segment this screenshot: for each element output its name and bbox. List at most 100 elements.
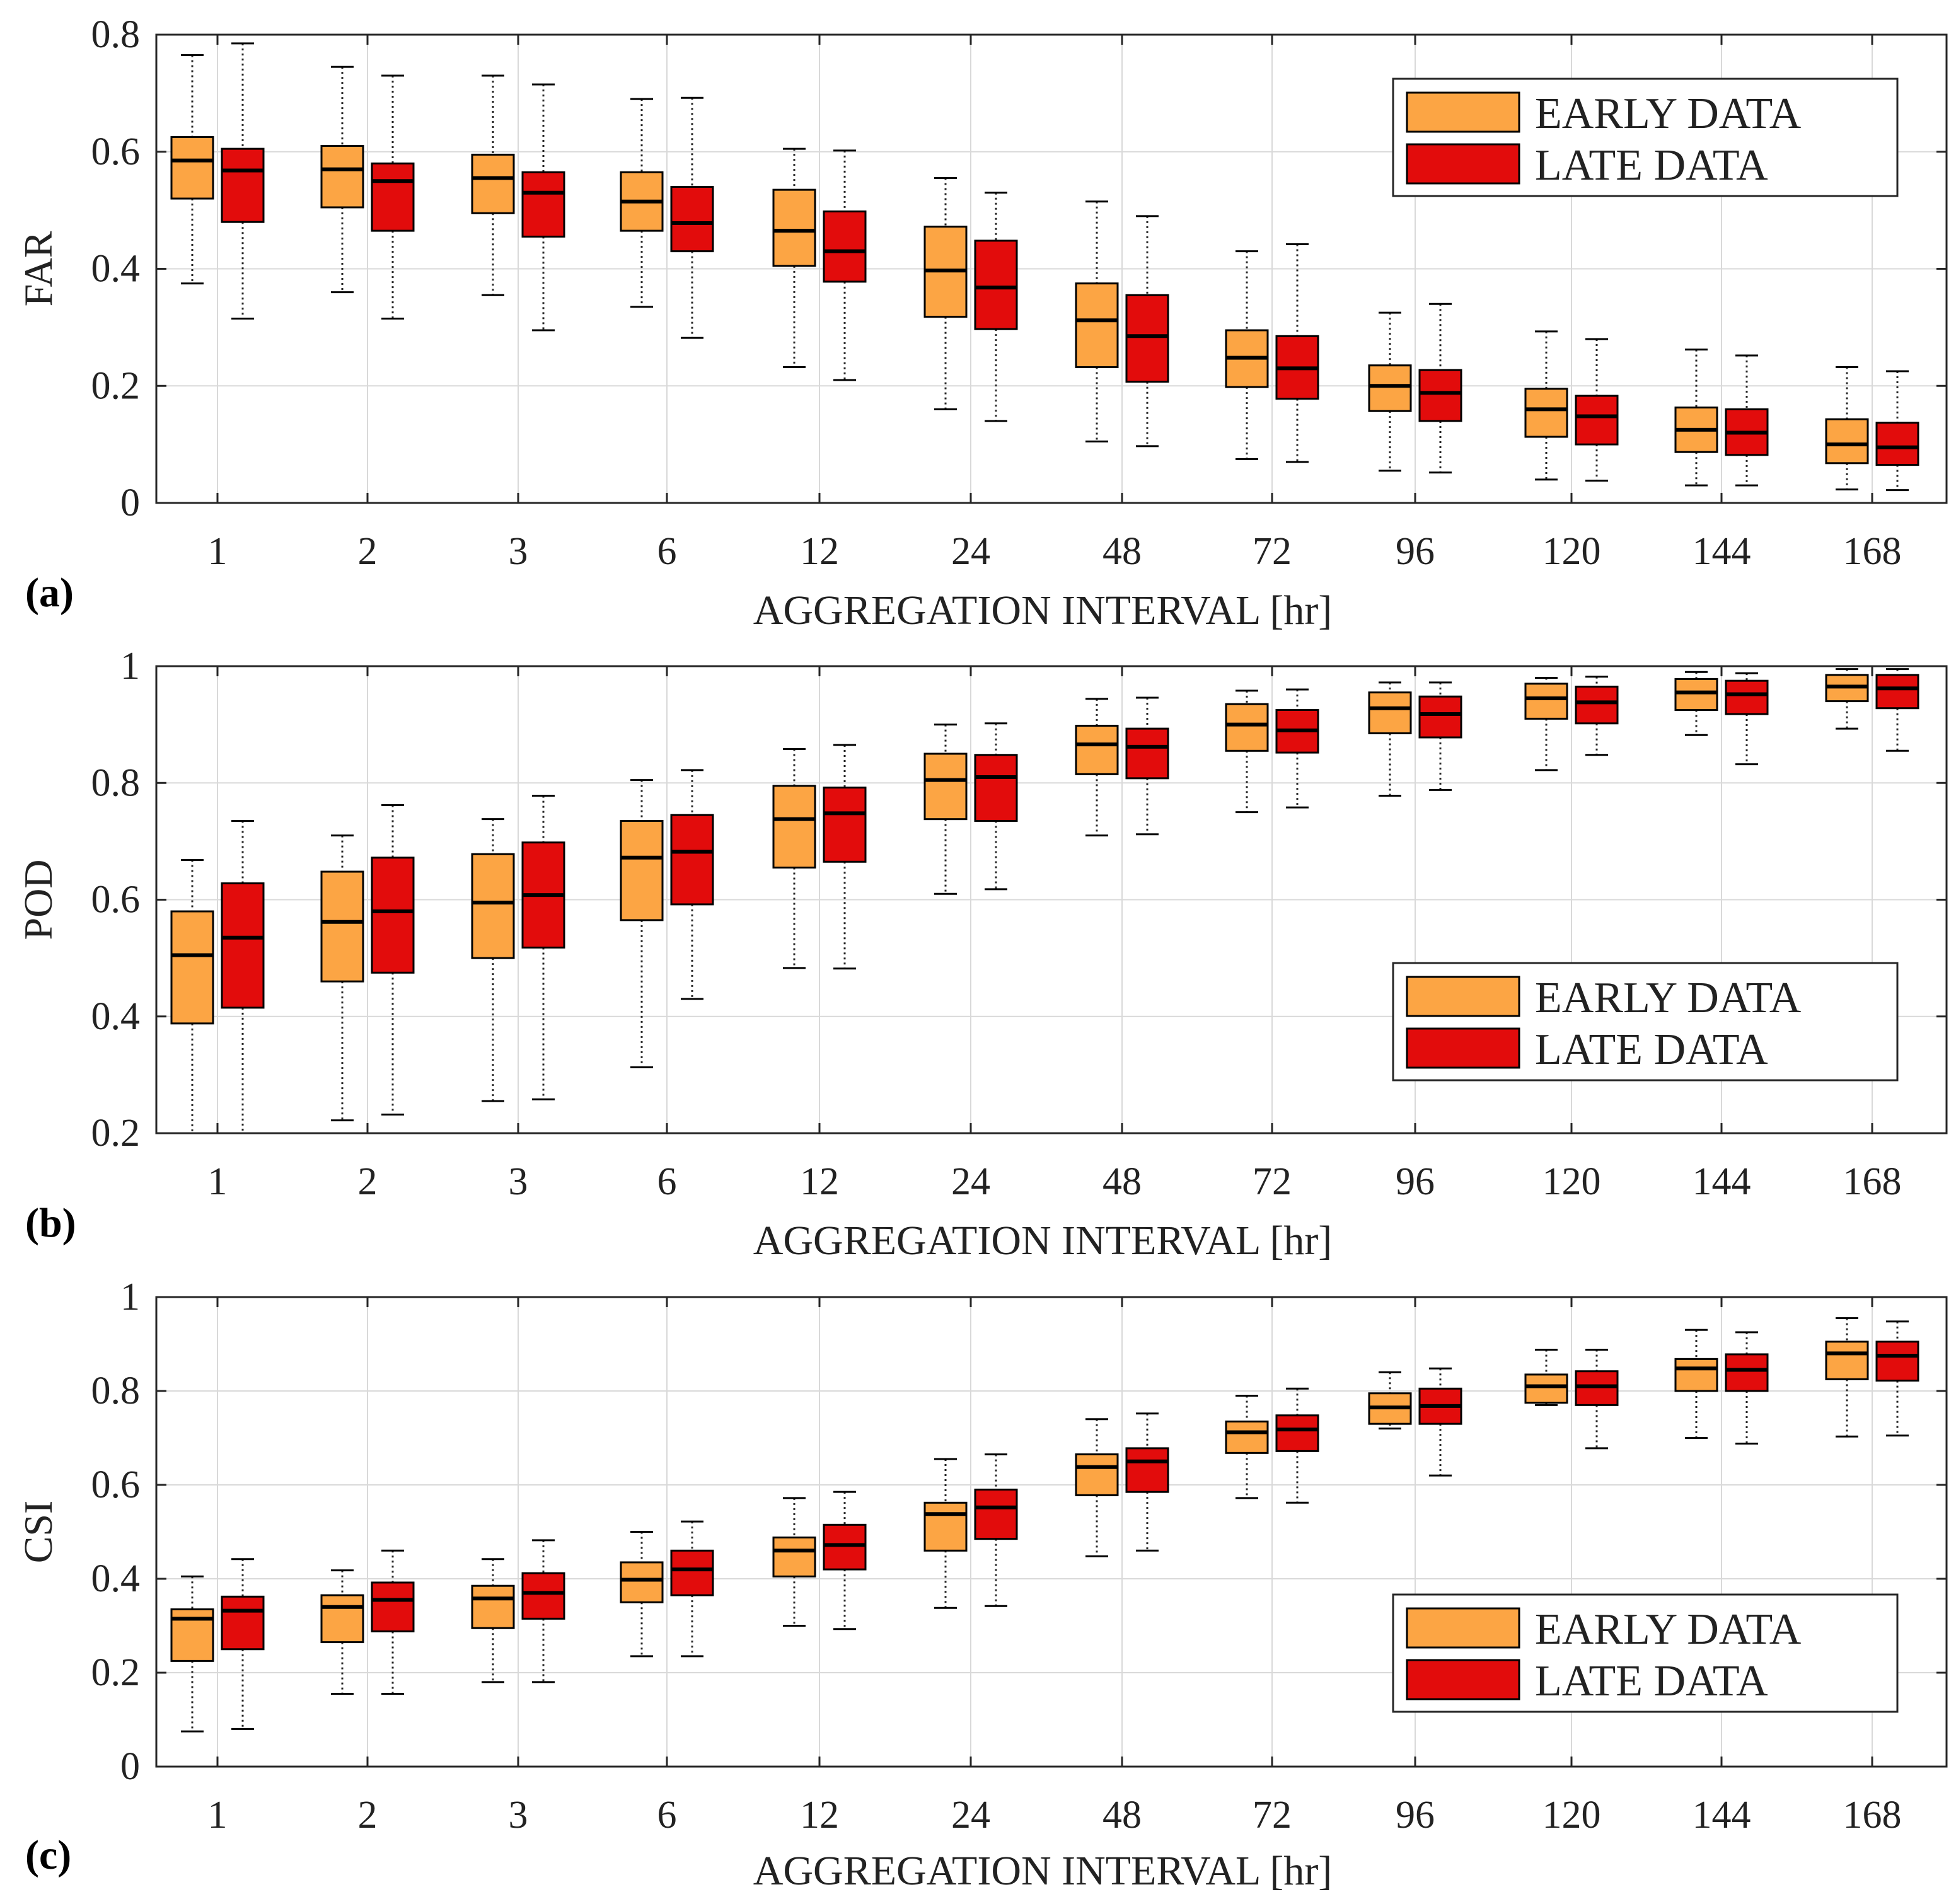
- box-iqr: [1674, 1358, 1718, 1392]
- box-early-168: [1825, 668, 1869, 730]
- box-iqr: [1275, 1414, 1319, 1452]
- panel-b-pod-chart: 0.20.40.60.811 2 3 6 12 24 48 72 96 120 144 168AGGR…: [16, 645, 1948, 1264]
- box-early-1: [170, 1575, 214, 1733]
- x-tick-label: 96: [1396, 530, 1435, 573]
- box-early-6: [620, 98, 664, 308]
- box-iqr: [1674, 678, 1718, 711]
- box-iqr: [1225, 703, 1269, 752]
- box-early-24: [923, 1458, 968, 1609]
- x-tick-label: 12: [800, 1160, 839, 1203]
- y-axis-title: CSI: [16, 1501, 61, 1564]
- box-late-120: [1575, 338, 1619, 482]
- y-tick-label: 0.6: [91, 1463, 141, 1506]
- box-early-144: [1674, 349, 1718, 487]
- box-early-144: [1674, 1329, 1718, 1439]
- box-late-168: [1875, 370, 1919, 492]
- x-tick-label: 168: [1843, 1160, 1902, 1203]
- x-tick-label: 120: [1542, 1160, 1601, 1203]
- x-tick-label: 3: [509, 1160, 528, 1203]
- panel-a-far-chart: 00.20.40.60.81 2 3 6 12 24 48 72 96 120 144 168AGGR…: [16, 13, 1948, 633]
- legend-label: EARLY DATA: [1535, 974, 1802, 1022]
- box-late-6: [670, 1520, 714, 1658]
- box-iqr: [371, 1581, 415, 1632]
- x-tick-label: 1: [208, 530, 228, 573]
- x-tick-label: 6: [657, 530, 677, 573]
- box-early-72: [1225, 1394, 1269, 1499]
- x-tick-label: 24: [951, 530, 990, 573]
- box-early-120: [1524, 1348, 1568, 1406]
- box-late-48: [1125, 696, 1169, 836]
- box-early-72: [1225, 689, 1269, 814]
- box-late-24: [974, 1453, 1018, 1607]
- box-iqr: [974, 754, 1018, 822]
- x-tick-label: 2: [358, 1794, 378, 1837]
- x-axis-title: AGGREGATION INTERVAL [hr]: [753, 587, 1333, 633]
- x-tick-label: 144: [1693, 1794, 1751, 1837]
- box-iqr: [772, 1536, 816, 1578]
- box-iqr: [471, 1584, 515, 1629]
- box-iqr: [1125, 1447, 1169, 1493]
- box-early-3: [471, 1558, 515, 1683]
- x-tick-label: 48: [1102, 1794, 1142, 1837]
- x-tick-label: 24: [951, 1794, 990, 1837]
- panel-label: (c): [25, 1832, 71, 1878]
- box-early-120: [1524, 330, 1568, 481]
- box-late-120: [1575, 1348, 1619, 1450]
- box-iqr: [923, 753, 968, 821]
- x-axis-title: AGGREGATION INTERVAL [hr]: [753, 1218, 1333, 1264]
- x-tick-label: 2: [358, 530, 378, 573]
- box-iqr: [1875, 1341, 1919, 1382]
- box-iqr: [1875, 674, 1919, 710]
- box-late-144: [1725, 1331, 1769, 1445]
- box-late-3: [521, 83, 565, 332]
- box-early-12: [772, 1497, 816, 1627]
- x-tick-label: 144: [1693, 530, 1751, 573]
- box-iqr: [371, 162, 415, 232]
- legend-label: EARLY DATA: [1535, 1605, 1802, 1654]
- box-early-24: [923, 724, 968, 895]
- legend-swatch-early: [1406, 1607, 1520, 1649]
- x-tick-label: 6: [657, 1794, 677, 1837]
- box-late-144: [1725, 672, 1769, 766]
- box-iqr: [772, 188, 816, 267]
- box-early-1: [170, 54, 214, 285]
- box-early-48: [1075, 200, 1119, 442]
- box-iqr: [1524, 388, 1568, 438]
- box-iqr: [1875, 422, 1919, 466]
- x-tick-label: 96: [1396, 1160, 1435, 1203]
- legend-swatch-early: [1406, 91, 1520, 133]
- box-iqr: [221, 147, 265, 223]
- legend-swatch-early: [1406, 976, 1520, 1017]
- box-iqr: [670, 1549, 714, 1596]
- legend-swatch-late: [1406, 143, 1520, 185]
- x-tick-label: 6: [657, 1160, 677, 1203]
- x-tick-label: 3: [509, 1794, 528, 1837]
- box-early-1: [170, 859, 214, 1134]
- box-late-2: [371, 1549, 415, 1695]
- box-iqr: [1075, 1453, 1119, 1496]
- y-tick-label: 0.6: [91, 130, 141, 173]
- box-iqr: [170, 910, 214, 1025]
- box-iqr: [320, 1594, 364, 1644]
- box-late-1: [221, 819, 265, 1134]
- box-late-144: [1725, 354, 1769, 487]
- box-early-96: [1368, 311, 1412, 472]
- box-late-72: [1275, 1387, 1319, 1504]
- x-tick-label: 2: [358, 1160, 378, 1203]
- box-late-2: [371, 804, 415, 1116]
- box-iqr: [221, 1595, 265, 1651]
- x-tick-label: 120: [1542, 530, 1601, 573]
- box-late-24: [974, 722, 1018, 891]
- box-iqr: [1825, 1341, 1869, 1380]
- box-late-12: [823, 1491, 867, 1630]
- box-iqr: [1368, 364, 1412, 412]
- box-early-24: [923, 177, 968, 410]
- box-early-12: [772, 748, 816, 969]
- box-iqr: [923, 1501, 968, 1552]
- box-iqr: [974, 1488, 1018, 1540]
- x-tick-label: 72: [1253, 1794, 1292, 1837]
- box-iqr: [170, 136, 214, 200]
